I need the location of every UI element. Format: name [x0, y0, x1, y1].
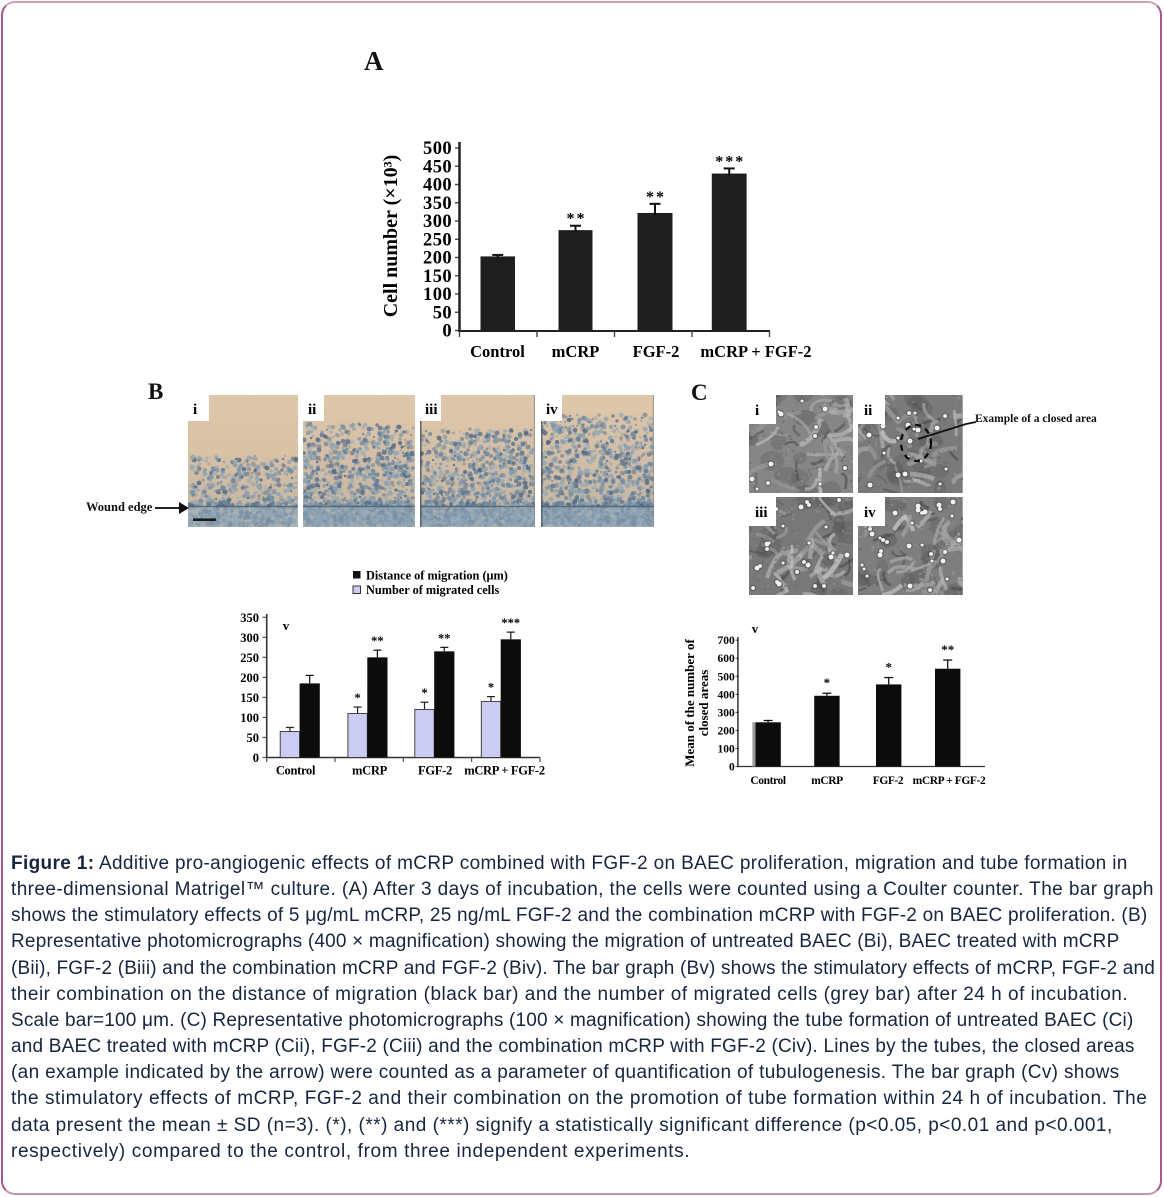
- svg-text:Control: Control: [750, 775, 786, 787]
- svg-text:50: 50: [433, 303, 452, 323]
- svg-text:400: 400: [717, 689, 735, 701]
- svg-text:mCRP + FGF-2: mCRP + FGF-2: [700, 342, 811, 361]
- svg-text:closed areas: closed areas: [696, 670, 711, 737]
- svg-text:Number of migrated cells: Number of migrated cells: [366, 583, 500, 597]
- svg-text:200: 200: [717, 725, 735, 737]
- svg-text:mCRP: mCRP: [811, 775, 843, 787]
- svg-text:50: 50: [247, 731, 260, 745]
- svg-text:**: **: [438, 631, 451, 645]
- svg-text:mCRP: mCRP: [552, 342, 600, 361]
- svg-text:**: **: [371, 634, 384, 648]
- svg-text:i: i: [755, 403, 759, 419]
- svg-text:*: *: [488, 681, 494, 695]
- svg-text:iv: iv: [546, 402, 558, 418]
- svg-text:mCRP + FGF-2: mCRP + FGF-2: [464, 764, 545, 778]
- svg-text:300: 300: [240, 631, 259, 645]
- svg-text:350: 350: [240, 611, 259, 625]
- svg-text:400: 400: [423, 176, 452, 196]
- svg-text:500: 500: [717, 671, 735, 683]
- svg-text:FGF-2: FGF-2: [633, 342, 680, 361]
- svg-text:*: *: [354, 691, 360, 705]
- svg-text:*: *: [421, 686, 427, 700]
- svg-text:150: 150: [240, 691, 259, 705]
- svg-text:iii: iii: [755, 505, 768, 521]
- svg-text:ii: ii: [308, 402, 316, 418]
- svg-text:***: ***: [501, 616, 520, 630]
- svg-text:mCRP + FGF-2: mCRP + FGF-2: [913, 775, 986, 787]
- svg-text:200: 200: [423, 249, 452, 269]
- svg-text:0: 0: [442, 322, 452, 342]
- svg-text:***: ***: [715, 153, 745, 170]
- svg-text:Control: Control: [276, 764, 316, 778]
- svg-text:v: v: [283, 618, 290, 633]
- svg-text:0: 0: [729, 762, 735, 774]
- svg-text:100: 100: [240, 711, 259, 725]
- svg-text:250: 250: [423, 230, 452, 250]
- svg-text:600: 600: [717, 653, 735, 665]
- svg-text:350: 350: [423, 194, 452, 214]
- svg-text:300: 300: [717, 707, 735, 719]
- svg-text:700: 700: [717, 635, 735, 647]
- svg-text:Mean of the number of: Mean of the number of: [682, 639, 697, 767]
- svg-text:FGF-2: FGF-2: [873, 775, 904, 787]
- svg-text:FGF-2: FGF-2: [418, 764, 452, 778]
- svg-text:v: v: [752, 621, 759, 636]
- svg-text:Distance of migration (μm): Distance of migration (μm): [366, 569, 508, 583]
- svg-text:150: 150: [423, 267, 452, 287]
- svg-text:Control: Control: [470, 342, 525, 361]
- svg-text:*: *: [824, 675, 831, 690]
- svg-text:100: 100: [717, 743, 735, 755]
- svg-text:**: **: [646, 189, 666, 206]
- svg-text:ii: ii: [864, 403, 872, 419]
- svg-text:i: i: [193, 402, 197, 418]
- svg-text:450: 450: [423, 157, 452, 177]
- svg-text:250: 250: [240, 651, 259, 665]
- svg-text:300: 300: [423, 212, 452, 232]
- svg-text:Cell number (×10³): Cell number (×10³): [380, 155, 402, 318]
- svg-text:iii: iii: [425, 402, 438, 418]
- svg-text:200: 200: [240, 671, 259, 685]
- svg-text:iv: iv: [864, 505, 876, 521]
- svg-text:mCRP: mCRP: [352, 764, 388, 778]
- svg-text:**: **: [941, 642, 954, 657]
- svg-text:100: 100: [423, 285, 452, 305]
- svg-text:0: 0: [253, 751, 259, 765]
- svg-text:500: 500: [423, 139, 452, 159]
- svg-text:*: *: [885, 660, 892, 675]
- svg-text:**: **: [567, 211, 587, 228]
